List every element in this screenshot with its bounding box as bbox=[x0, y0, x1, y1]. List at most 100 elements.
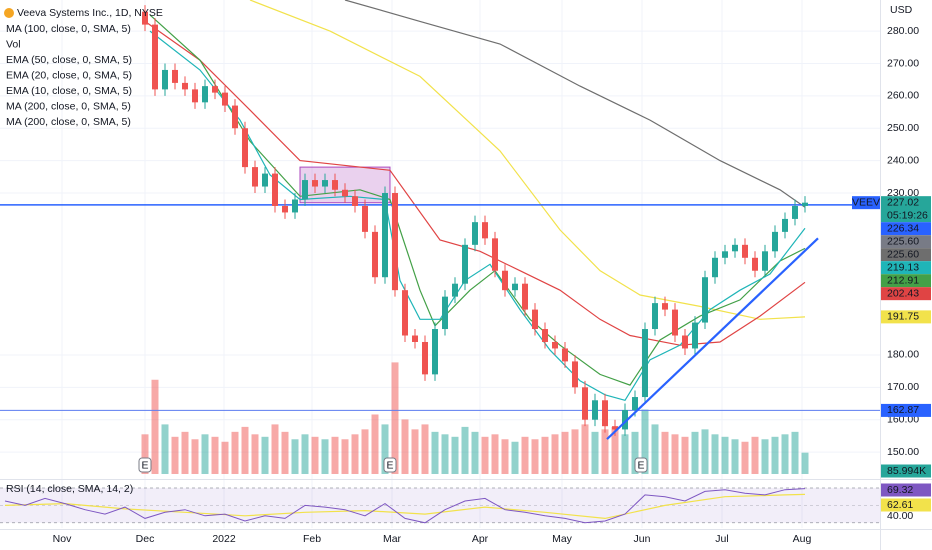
candle-body bbox=[622, 409, 628, 430]
candle-body bbox=[232, 105, 238, 129]
candle-body bbox=[302, 180, 308, 200]
candle-body bbox=[492, 238, 498, 271]
candle-body bbox=[482, 222, 488, 239]
y-tick-label: 250.00 bbox=[887, 122, 919, 134]
volume-bar bbox=[341, 439, 349, 474]
volume-bar bbox=[781, 434, 789, 474]
x-tick-label: May bbox=[552, 533, 573, 545]
price-tag bbox=[881, 287, 931, 301]
x-tick-label: Apr bbox=[472, 533, 489, 545]
volume-bar bbox=[691, 431, 699, 474]
volume-bar bbox=[191, 439, 199, 474]
volume-bar bbox=[771, 436, 779, 474]
symbol-icon bbox=[4, 8, 14, 18]
volume-bar bbox=[401, 419, 409, 474]
volume-bar bbox=[551, 434, 559, 474]
volume-bar bbox=[501, 439, 509, 474]
volume-bar bbox=[251, 434, 259, 474]
legend-entry: EMA (10, close, 0, SMA, 5) bbox=[6, 85, 132, 97]
candle-body bbox=[322, 180, 328, 187]
volume-bar bbox=[201, 434, 209, 474]
candle-body bbox=[262, 173, 268, 187]
volume-bar bbox=[181, 431, 189, 474]
volume-bar bbox=[391, 362, 399, 474]
symbol-tag bbox=[852, 196, 880, 210]
candle-body bbox=[382, 193, 388, 278]
earnings-label: E bbox=[637, 459, 644, 471]
x-tick-label: 2022 bbox=[212, 533, 236, 545]
price-tag bbox=[881, 498, 931, 512]
volume-bar bbox=[641, 409, 649, 474]
candle-body bbox=[802, 202, 808, 206]
volume-bar bbox=[301, 434, 309, 474]
volume-bar bbox=[581, 424, 589, 474]
volume-bar bbox=[281, 431, 289, 474]
rsi-line bbox=[4, 488, 806, 524]
volume-bar bbox=[371, 414, 379, 474]
candle-body bbox=[442, 296, 448, 330]
candle-body bbox=[652, 303, 658, 330]
volume-bar bbox=[741, 441, 749, 474]
candle-body bbox=[502, 270, 508, 291]
price-tag-label: 225.60 bbox=[887, 235, 919, 247]
candle-body bbox=[752, 257, 758, 271]
volume-bar bbox=[431, 431, 439, 474]
volume-bar bbox=[561, 431, 569, 474]
moving-average bbox=[149, 30, 806, 401]
price-tag-label: 162.87 bbox=[887, 404, 919, 416]
candle-body bbox=[632, 397, 638, 410]
y-tick-label: 260.00 bbox=[887, 90, 919, 102]
volume-bar bbox=[531, 439, 539, 474]
candle-body bbox=[692, 322, 698, 349]
volume-bar bbox=[491, 434, 499, 474]
volume-bar bbox=[441, 434, 449, 474]
candle-body bbox=[202, 86, 208, 103]
candle-body bbox=[732, 244, 738, 252]
volume-bar bbox=[271, 424, 279, 474]
volume-bar bbox=[721, 436, 729, 474]
currency: USD bbox=[890, 4, 913, 16]
price-tag bbox=[881, 222, 931, 236]
candle-body bbox=[422, 341, 428, 375]
rsi-title: RSI (14, close, SMA, 14, 2) bbox=[6, 483, 133, 495]
candle-body bbox=[562, 348, 568, 362]
price-tag-label: 227.02 bbox=[887, 196, 919, 208]
rsi-sma bbox=[4, 493, 806, 520]
candle-body bbox=[222, 92, 228, 106]
candle-body bbox=[532, 309, 538, 330]
candle-body bbox=[192, 89, 198, 103]
volume-bar bbox=[541, 436, 549, 474]
candle-body bbox=[242, 128, 248, 168]
volume-bar bbox=[421, 424, 429, 474]
volume-bar bbox=[321, 439, 329, 474]
price-tag-label: 226.34 bbox=[887, 222, 919, 234]
earnings-label: E bbox=[386, 459, 393, 471]
volume-bar bbox=[751, 436, 759, 474]
candle-body bbox=[602, 400, 608, 427]
candle-body bbox=[392, 193, 398, 291]
y-tick-label: 270.00 bbox=[887, 57, 919, 69]
candle-body bbox=[372, 231, 378, 278]
price-tag-label: 191.75 bbox=[887, 311, 919, 323]
volume-bar bbox=[411, 429, 419, 474]
y-tick-label: 170.00 bbox=[887, 381, 919, 393]
price-tag bbox=[881, 464, 931, 478]
volume-bar bbox=[161, 424, 169, 474]
candle-body bbox=[252, 167, 258, 187]
candle-body bbox=[772, 231, 778, 252]
volume-bar bbox=[671, 434, 679, 474]
candle-body bbox=[792, 205, 798, 219]
countdown: 05:19:26 bbox=[887, 209, 928, 221]
trendline bbox=[606, 237, 819, 440]
legend-entry: EMA (50, close, 0, SMA, 5) bbox=[6, 54, 132, 66]
x-tick-label: Jul bbox=[715, 533, 728, 545]
candle-body bbox=[212, 86, 218, 93]
earnings-marker bbox=[634, 457, 648, 473]
price-tag bbox=[881, 196, 931, 223]
volume-bar bbox=[351, 434, 359, 474]
volume-bar bbox=[221, 441, 229, 474]
y-tick-label: 230.00 bbox=[887, 187, 919, 199]
price-tag bbox=[881, 403, 931, 417]
legend-entry: MA (100, close, 0, SMA, 5) bbox=[6, 23, 131, 35]
